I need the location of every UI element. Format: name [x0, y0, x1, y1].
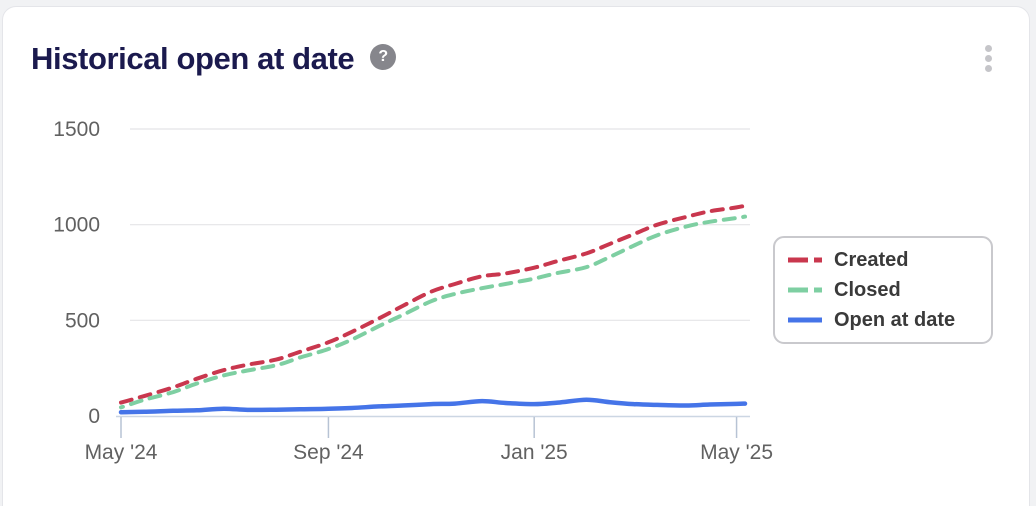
closed-line-swatch	[788, 287, 822, 293]
legend-label: Created	[834, 248, 909, 271]
kebab-dot	[984, 64, 992, 72]
chart-card: Historical open at date? May '24 Sep '24 J…	[2, 6, 1030, 506]
open-at-date-line-swatch	[788, 317, 822, 323]
page-title: Historical open at date	[31, 41, 355, 76]
legend-label: Open at date	[834, 308, 956, 331]
legend-label: Closed	[834, 278, 901, 301]
legend-item-open-at-date[interactable]: Open at date	[787, 309, 991, 332]
open-at-date-line	[118, 397, 748, 415]
created-line-swatch	[788, 257, 822, 263]
x-axis-label: Sep '24	[293, 441, 364, 464]
x-axis-label: May '24	[85, 441, 158, 464]
question-mark-glyph: ?	[378, 48, 389, 65]
created-line	[119, 203, 747, 405]
kebab-menu-button[interactable]	[977, 41, 999, 75]
legend-item-created[interactable]: Created	[787, 249, 991, 272]
help-icon[interactable]: ?	[370, 44, 397, 70]
chart-legend: Created Closed Open at date	[773, 236, 993, 344]
x-axis-label: May '25	[700, 441, 773, 464]
y-axis-label: 0	[88, 405, 100, 428]
y-axis-label: 1000	[53, 214, 100, 237]
kebab-dot	[984, 44, 992, 52]
x-axis-label: Jan '25	[501, 441, 568, 464]
legend-item-closed[interactable]: Closed	[787, 279, 991, 302]
kebab-dot	[984, 54, 992, 62]
y-axis-label: 1500	[53, 118, 100, 141]
card-header: Historical open at date?	[31, 37, 1013, 81]
chart-canvas[interactable]: May '24 Sep '24 Jan '25 May '25 0 500 1000 1500	[3, 7, 1036, 506]
closed-line	[119, 214, 747, 410]
y-axis-label: 500	[65, 309, 100, 332]
